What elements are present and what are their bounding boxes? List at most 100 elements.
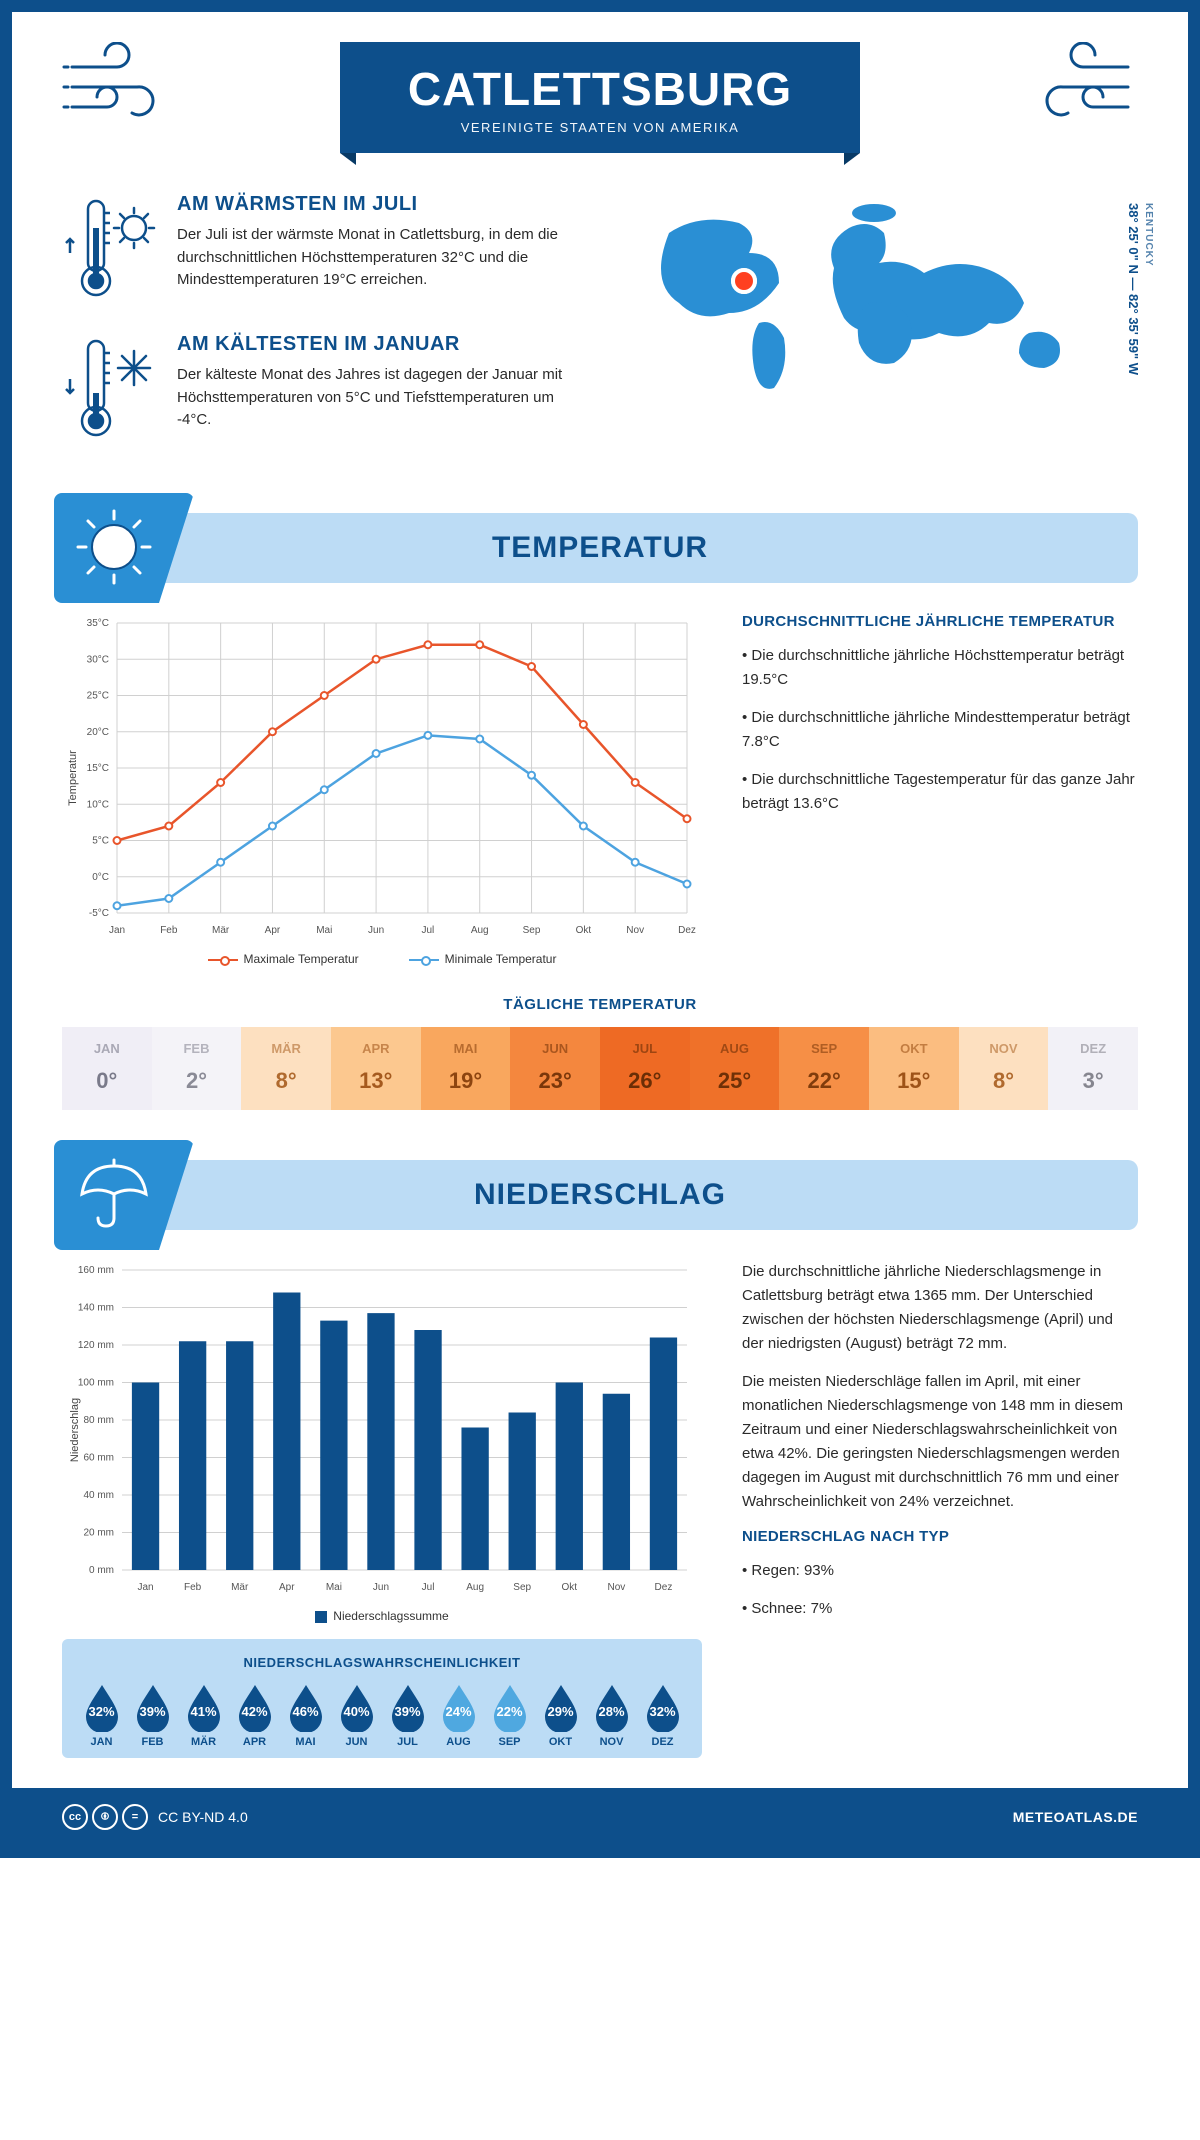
probability-cell: 41% MÄR [178,1682,229,1748]
probability-cell: 24% AUG [433,1682,484,1748]
svg-text:-5°C: -5°C [89,908,109,919]
svg-text:Jan: Jan [109,925,125,936]
svg-text:Jul: Jul [422,1582,435,1593]
probability-cell: 22% SEP [484,1682,535,1748]
raindrop-icon: 28% [592,1682,632,1732]
raindrop-icon: 46% [286,1682,326,1732]
probability-cell: 39% JUL [382,1682,433,1748]
svg-text:10°C: 10°C [87,799,109,810]
probability-cell: 42% APR [229,1682,280,1748]
raindrop-icon: 22% [490,1682,530,1732]
svg-text:30°C: 30°C [87,654,109,665]
precip-by-type-1: • Regen: 93% [742,1559,1138,1583]
raindrop-icon: 42% [235,1682,275,1732]
raindrop-icon: 39% [133,1682,173,1732]
precipitation-section-header: NIEDERSCHLAG [62,1160,1138,1230]
svg-text:80 mm: 80 mm [83,1415,114,1426]
daily-temp-cell: MÄR8° [241,1027,331,1110]
svg-text:Dez: Dez [655,1582,673,1593]
svg-text:Nov: Nov [607,1582,625,1593]
annual-temp-b1: • Die durchschnittliche jährliche Höchst… [742,644,1138,692]
region-label: KENTUCKY [1143,203,1154,267]
svg-text:5°C: 5°C [92,836,109,847]
svg-text:Mär: Mär [212,925,230,936]
legend-high: Maximale Temperatur [244,952,359,966]
daily-temp-cell: AUG25° [690,1027,780,1110]
svg-text:Nov: Nov [626,925,644,936]
svg-text:160 mm: 160 mm [78,1265,114,1276]
precip-p1: Die durchschnittliche jährliche Niedersc… [742,1260,1138,1356]
probability-cell: 32% JAN [76,1682,127,1748]
daily-temp-cell: DEZ3° [1048,1027,1138,1110]
svg-text:15°C: 15°C [87,763,109,774]
footer: cc🅯= CC BY-ND 4.0 METEOATLAS.DE [12,1788,1188,1846]
daily-temp-cell: FEB2° [152,1027,242,1110]
svg-text:25°C: 25°C [87,691,109,702]
coldest-heading: AM KÄLTESTEN IM JANUAR [177,333,580,356]
raindrop-icon: 32% [82,1682,122,1732]
svg-text:Sep: Sep [523,925,541,936]
svg-text:20 mm: 20 mm [83,1528,114,1539]
precipitation-title: NIEDERSCHLAG [82,1178,1118,1212]
svg-text:Temperatur: Temperatur [67,750,79,806]
coords-value: 38° 25' 0" N — 82° 35' 59" W [1126,203,1141,375]
thermometer-cold-icon [62,333,157,443]
wind-icon [1018,42,1138,132]
annual-temp-b2: • Die durchschnittliche jährliche Mindes… [742,706,1138,754]
daily-temp-cell: JAN0° [62,1027,152,1110]
coldest-body: Der kälteste Monat des Jahres ist dagege… [177,364,580,432]
svg-text:Sep: Sep [513,1582,531,1593]
precipitation-bar-chart: 0 mm20 mm40 mm60 mm80 mm100 mm120 mm140 … [62,1260,702,1600]
license-label: CC BY-ND 4.0 [158,1809,248,1825]
page-title: CATLETTSBURG [380,62,820,116]
precip-by-type-2: • Schnee: 7% [742,1597,1138,1621]
intro-section: AM WÄRMSTEN IM JULI Der Juli ist der wär… [62,193,1138,473]
svg-text:Dez: Dez [678,925,696,936]
umbrella-icon [74,1154,154,1234]
warmest-block: AM WÄRMSTEN IM JULI Der Juli ist der wär… [62,193,580,303]
svg-text:0 mm: 0 mm [89,1565,114,1576]
annual-temp-b3: • Die durchschnittliche Tagestemperatur … [742,768,1138,816]
cc-icons: cc🅯= [62,1804,148,1830]
raindrop-icon: 40% [337,1682,377,1732]
wind-icon [62,42,182,132]
title-banner: CATLETTSBURG VEREINIGTE STAATEN VON AMER… [340,42,860,153]
svg-text:Okt: Okt [576,925,592,936]
annual-temp-heading: DURCHSCHNITTLICHE JÄHRLICHE TEMPERATUR [742,613,1138,630]
svg-text:Feb: Feb [160,925,178,936]
probability-cell: 29% OKT [535,1682,586,1748]
svg-text:Jun: Jun [373,1582,389,1593]
page: CATLETTSBURG VEREINIGTE STAATEN VON AMER… [0,0,1200,1858]
daily-temp-grid: JAN0°FEB2°MÄR8°APR13°MAI19°JUN23°JUL26°A… [62,1027,1138,1110]
svg-text:140 mm: 140 mm [78,1303,114,1314]
world-map [620,193,1138,403]
daily-temp-cell: APR13° [331,1027,421,1110]
raindrop-icon: 24% [439,1682,479,1732]
temperature-line-chart: -5°C0°C5°C10°C15°C20°C25°C30°C35°CJanFeb… [62,613,702,943]
svg-text:Apr: Apr [279,1582,295,1593]
daily-temp-cell: SEP22° [779,1027,869,1110]
svg-text:Jan: Jan [137,1582,153,1593]
svg-text:Niederschlag: Niederschlag [69,1398,81,1462]
daily-temp-heading: TÄGLICHE TEMPERATUR [62,996,1138,1013]
probability-cell: 32% DEZ [637,1682,688,1748]
svg-text:Mär: Mär [231,1582,249,1593]
probability-panel: NIEDERSCHLAGSWAHRSCHEINLICHKEIT 32% JAN … [62,1639,702,1758]
probability-heading: NIEDERSCHLAGSWAHRSCHEINLICHKEIT [76,1655,688,1670]
probability-cell: 28% NOV [586,1682,637,1748]
svg-text:Apr: Apr [265,925,281,936]
probability-cell: 40% JUN [331,1682,382,1748]
daily-temp-cell: JUN23° [510,1027,600,1110]
page-subtitle: VEREINIGTE STAATEN VON AMERIKA [380,120,820,135]
svg-text:Mai: Mai [316,925,332,936]
temperature-title: TEMPERATUR [82,531,1118,565]
site-label: METEOATLAS.DE [1013,1809,1138,1825]
sun-icon [74,507,154,587]
svg-text:40 mm: 40 mm [83,1490,114,1501]
svg-text:100 mm: 100 mm [78,1378,114,1389]
precipitation-legend: Niederschlagssumme [62,1609,702,1623]
daily-temp-cell: OKT15° [869,1027,959,1110]
svg-text:60 mm: 60 mm [83,1453,114,1464]
probability-cell: 46% MAI [280,1682,331,1748]
precip-by-type-heading: NIEDERSCHLAG NACH TYP [742,1528,1138,1545]
